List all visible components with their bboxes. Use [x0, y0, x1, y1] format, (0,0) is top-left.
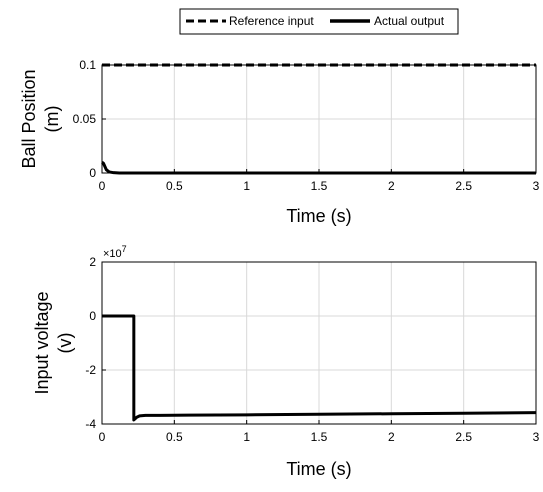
x-tick-label-ball-position: 2 — [388, 179, 395, 193]
series-input-voltage — [102, 314, 537, 422]
y-tick-label-input-voltage: -2 — [85, 363, 96, 377]
x-tick-label-input-voltage: 3 — [533, 430, 540, 444]
y-tick-label-input-voltage: 0 — [89, 309, 96, 323]
y-tick-label-input-voltage: 2 — [89, 255, 96, 269]
x-ticks-ball-position: 0 0.5 1 1.5 2 2.5 3 — [99, 169, 540, 193]
legend-box — [179, 8, 459, 35]
x-tick-label-ball-position: 3 — [533, 179, 540, 193]
x-axis-label-input-voltage: Time (s) — [286, 459, 351, 479]
x-tick-label-ball-position: 0.5 — [166, 179, 183, 193]
x-tick-label-input-voltage: 1.5 — [311, 430, 328, 444]
x-tick-label-input-voltage: 1 — [243, 430, 250, 444]
y-tick-label-input-voltage: -4 — [85, 417, 96, 431]
exponent-base: ×10 — [103, 248, 122, 260]
ball-position-panel: 0 0.5 1 1.5 2 2.5 3 0 0.05 0.1 Time (s) Ball Pos… — [19, 58, 540, 226]
grid-input-voltage — [102, 262, 536, 424]
x-tick-label-ball-position: 2.5 — [455, 179, 472, 193]
legend-label-reference-input: Reference input — [229, 14, 314, 28]
y-axis-label-input-voltage-line2: (v) — [55, 333, 75, 354]
exponent-power: 7 — [122, 244, 127, 254]
y-tick-label-ball-position: 0 — [89, 166, 96, 180]
input-voltage-panel: 0 0.5 1 1.5 2 2.5 3 -4 -2 0 2 ×107 Time (s) Input… — [32, 244, 540, 479]
legend-label-actual-output: Actual output — [374, 14, 445, 28]
x-axis-label-ball-position: Time (s) — [286, 206, 351, 226]
y-ticks-input-voltage: -4 -2 0 2 — [85, 255, 106, 431]
x-tick-label-input-voltage: 2.5 — [455, 430, 472, 444]
y-axis-label-ball-position-line2: (m) — [42, 106, 62, 133]
x-tick-label-input-voltage: 2 — [388, 430, 395, 444]
y-tick-label-ball-position: 0.1 — [79, 58, 96, 72]
y-axis-exponent: ×107 — [103, 244, 127, 260]
legend: Reference input Actual output — [179, 8, 459, 35]
x-tick-label-input-voltage: 0.5 — [166, 430, 183, 444]
y-tick-label-ball-position: 0.05 — [73, 112, 97, 126]
x-tick-label-input-voltage: 0 — [99, 430, 106, 444]
y-axis-label-ball-position-line1: Ball Position — [19, 69, 39, 168]
x-tick-label-ball-position: 0 — [99, 179, 106, 193]
actual-output-line-input-voltage — [102, 314, 537, 422]
y-axis-label-input-voltage-line1: Input voltage — [32, 291, 52, 394]
x-tick-label-ball-position: 1 — [243, 179, 250, 193]
x-tick-label-ball-position: 1.5 — [311, 179, 328, 193]
grid-ball-position — [102, 65, 536, 173]
x-ticks-input-voltage: 0 0.5 1 1.5 2 2.5 3 — [99, 420, 540, 444]
y-ticks-ball-position: 0 0.05 0.1 — [73, 58, 106, 180]
